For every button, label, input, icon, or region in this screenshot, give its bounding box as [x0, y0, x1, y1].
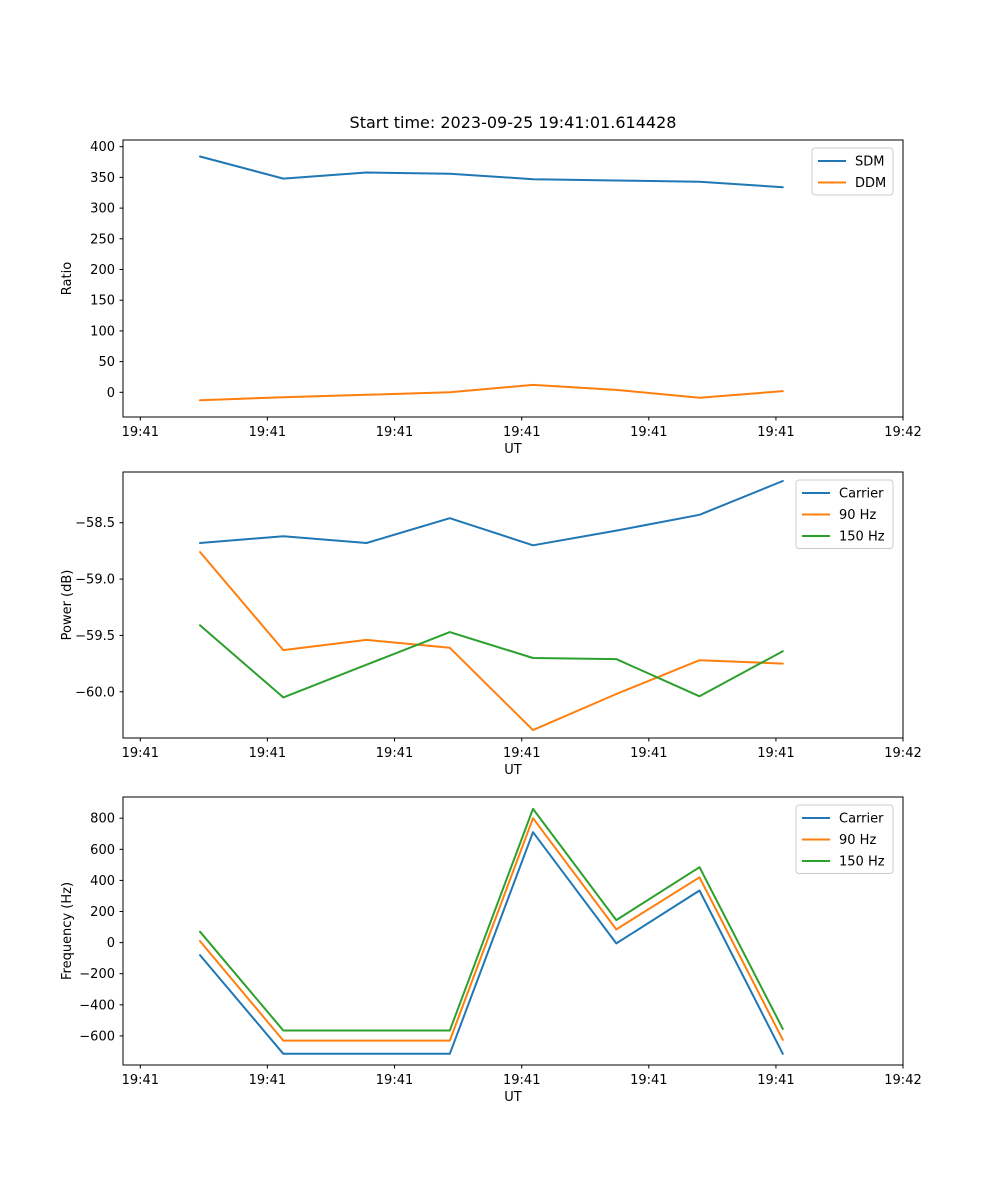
legend-label: DDM: [855, 176, 886, 191]
x-tick-label: 19:41: [630, 746, 667, 761]
legend-box: [795, 479, 894, 549]
x-tick-label: 19:41: [503, 1073, 540, 1088]
plot-area-3: [122, 796, 904, 1066]
x-tick-label: 19:41: [122, 746, 159, 761]
x-tick-label: 19:41: [503, 746, 540, 761]
y-tick-label: −58.5: [75, 516, 115, 531]
y-tick-label: 150: [90, 294, 115, 309]
x-tick-label: 19:41: [249, 425, 286, 440]
y-tick-label: 0: [107, 936, 115, 951]
y-tick-label: 350: [90, 171, 115, 186]
legend-label: 90 Hz: [839, 508, 876, 523]
x-tick-label: 19:42: [884, 1073, 921, 1088]
plot-area-2: [122, 471, 904, 739]
legend-label: 150 Hz: [839, 855, 885, 870]
x-tick-label: 19:41: [249, 1073, 286, 1088]
series-line-carrier: [199, 480, 784, 547]
x-tick-label: 19:42: [884, 425, 921, 440]
series-line-90-hz: [199, 817, 784, 1042]
y-tick-label: 200: [90, 905, 115, 920]
y-tick-label: −59.0: [75, 573, 115, 588]
series-line-sdm: [199, 155, 784, 189]
legend-label: SDM: [855, 155, 884, 170]
y-tick-label: −200: [79, 967, 115, 982]
series-line-90-hz: [199, 551, 784, 732]
legend-label: Carrier: [839, 812, 884, 827]
series-line-150-hz: [199, 807, 784, 1032]
x-tick-label: 19:41: [757, 1073, 794, 1088]
legend-label: Carrier: [839, 487, 884, 502]
y-tick-label: −600: [79, 1029, 115, 1044]
y-tick-label: 400: [90, 140, 115, 155]
y-axis-label: Frequency (Hz): [60, 882, 75, 980]
y-tick-label: 50: [98, 355, 115, 370]
x-tick-label: 19:41: [376, 746, 413, 761]
x-axis-label: UT: [504, 763, 522, 778]
y-tick-label: 0: [107, 386, 115, 401]
x-tick-label: 19:41: [503, 425, 540, 440]
y-tick-label: 100: [90, 324, 115, 339]
x-tick-label: 19:41: [249, 746, 286, 761]
x-tick-label: 19:41: [757, 425, 794, 440]
y-tick-label: −400: [79, 998, 115, 1013]
y-axis-label: Power (dB): [60, 570, 75, 641]
x-tick-label: 19:41: [376, 1073, 413, 1088]
y-tick-label: 800: [90, 812, 115, 827]
x-tick-label: 19:41: [122, 1073, 159, 1088]
x-tick-label: 19:42: [884, 746, 921, 761]
legend-box: [795, 804, 894, 874]
y-axis-label: Ratio: [60, 262, 75, 295]
legend-label: 90 Hz: [839, 833, 876, 848]
y-tick-label: 400: [90, 874, 115, 889]
y-tick-label: 200: [90, 263, 115, 278]
x-axis-label: UT: [504, 1090, 522, 1105]
series-line-ddm: [199, 383, 784, 402]
x-tick-label: 19:41: [122, 425, 159, 440]
y-tick-label: 600: [90, 843, 115, 858]
legend-label: 150 Hz: [839, 530, 885, 545]
y-tick-label: −60.0: [75, 685, 115, 700]
x-tick-label: 19:41: [630, 1073, 667, 1088]
x-tick-label: 19:41: [757, 746, 794, 761]
x-axis-label: UT: [504, 442, 522, 457]
x-tick-label: 19:41: [630, 425, 667, 440]
plot-area-1: [122, 139, 904, 418]
figure-title: Start time: 2023-09-25 19:41:01.614428: [349, 113, 677, 132]
y-tick-label: 250: [90, 232, 115, 247]
series-line-carrier: [199, 831, 784, 1055]
y-tick-label: −59.5: [75, 629, 115, 644]
x-tick-label: 19:41: [376, 425, 413, 440]
series-line-150-hz: [199, 624, 784, 699]
y-tick-label: 300: [90, 202, 115, 217]
